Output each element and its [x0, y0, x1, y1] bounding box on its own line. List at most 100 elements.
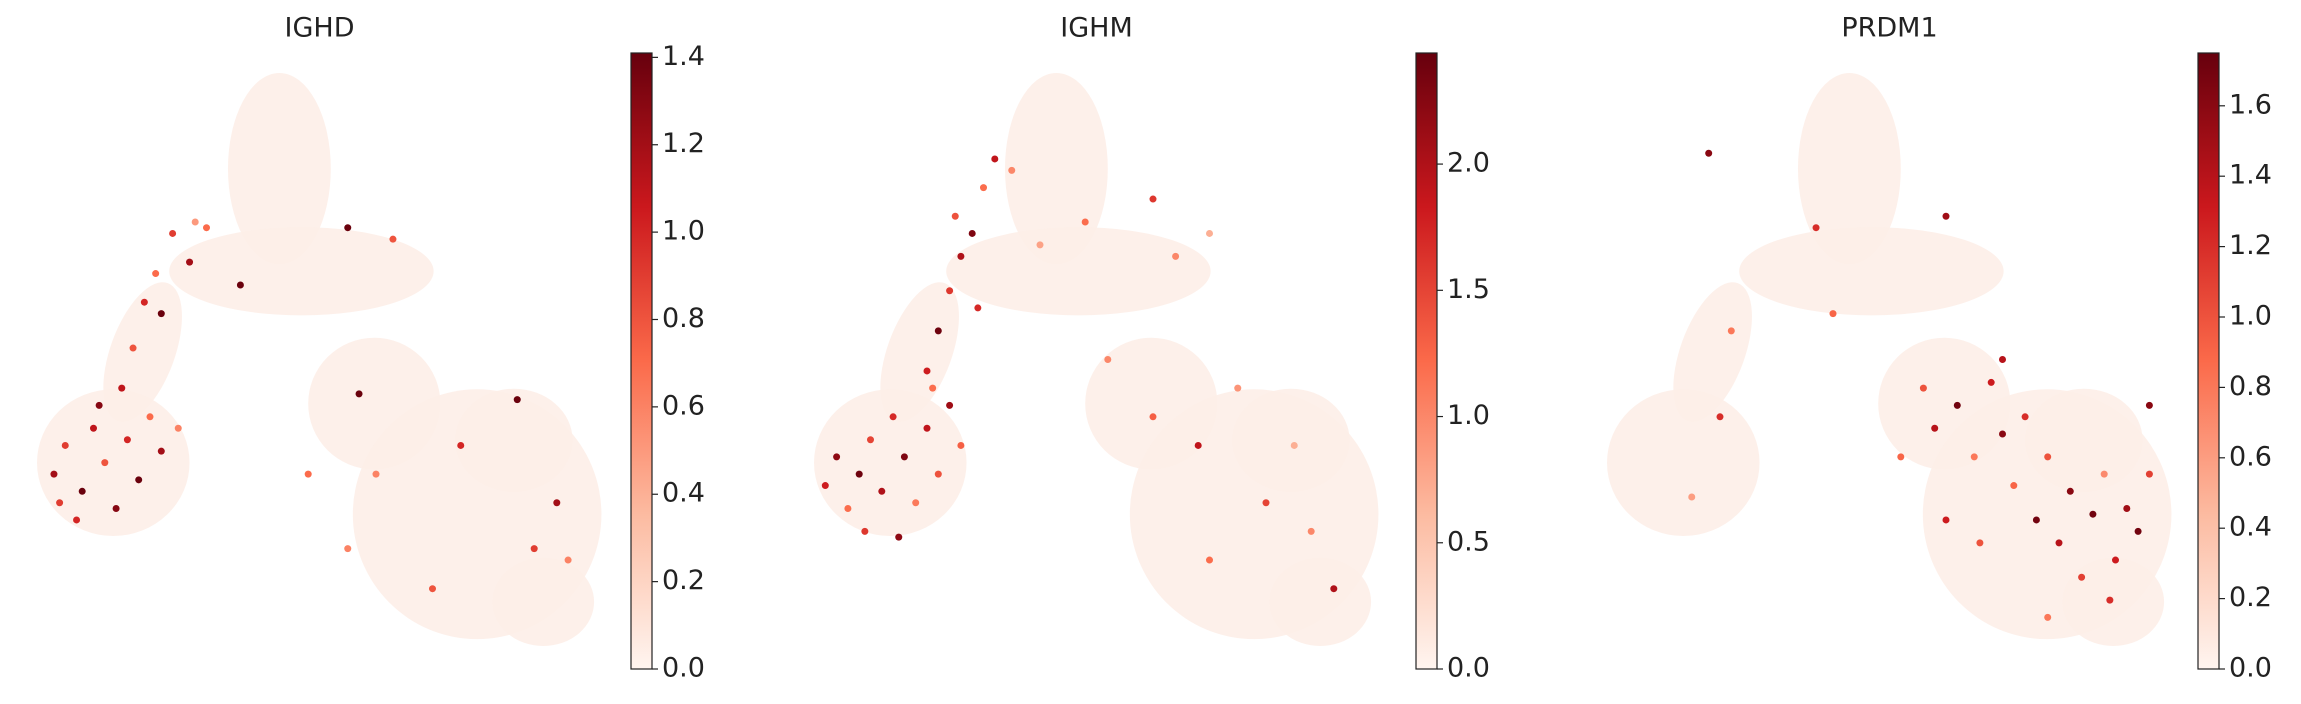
cell-point: [140, 298, 148, 306]
cell-point: [923, 367, 931, 375]
cell-point: [912, 499, 920, 507]
colorbar-tick-label: 1.0: [2229, 301, 2272, 332]
cell-point: [2145, 470, 2153, 478]
cell-cloud: [1797, 72, 1901, 265]
cell-point: [2055, 539, 2063, 547]
cell-point: [1812, 224, 1820, 232]
cell-point: [1716, 413, 1724, 421]
colorbar: [2197, 52, 2220, 670]
colorbar-tick-label: 1.4: [662, 41, 705, 72]
cell-cloud: [880, 282, 959, 422]
cell-point: [73, 516, 81, 524]
cell-point: [2134, 527, 2142, 535]
cell-point: [1942, 212, 1950, 220]
cell-point: [855, 470, 863, 478]
cell-point: [61, 441, 69, 449]
cell-point: [2089, 510, 2097, 518]
colorbar-tick-label: 1.5: [1447, 274, 1490, 305]
cell-point: [1290, 441, 1298, 449]
cell-point: [2066, 487, 2074, 495]
cell-point: [2021, 413, 2029, 421]
cell-point: [1953, 401, 1961, 409]
cell-point: [564, 556, 572, 564]
cell-cloud: [946, 227, 1211, 316]
cell-point: [951, 212, 959, 220]
colorbar-tick-label: 0.2: [2229, 582, 2272, 613]
cell-point: [2106, 596, 2114, 604]
cell-cloud: [492, 557, 595, 647]
cell-point: [344, 545, 352, 553]
colorbar-tick-label: 0.8: [2229, 371, 2272, 402]
cell-point: [1081, 218, 1089, 226]
cell-point: [135, 476, 143, 484]
panel-title: IGHD: [285, 13, 355, 44]
colorbar-tick-label: 0.0: [662, 653, 705, 684]
colorbar-tick-label: 0.0: [2229, 653, 2272, 684]
cell-point: [2112, 556, 2119, 564]
cell-point: [344, 224, 352, 232]
cell-point: [1149, 413, 1157, 421]
cell-point: [95, 401, 103, 409]
colorbar-tick-label: 1.2: [662, 128, 705, 159]
cell-point: [867, 436, 874, 444]
colorbar-tick-label: 0.4: [662, 478, 705, 509]
colorbar-tick-label: 0.0: [1447, 653, 1490, 684]
colorbar-tick-label: 1.2: [2229, 230, 2272, 261]
cell-point: [1688, 493, 1696, 501]
cell-point: [169, 229, 177, 237]
cell-point: [1262, 499, 1270, 507]
cell-point: [123, 436, 131, 444]
cell-point: [1206, 229, 1213, 237]
colorbar-tick-label: 0.2: [662, 565, 705, 596]
colorbar-tick-label: 0.5: [1447, 526, 1490, 557]
cell-point: [146, 413, 154, 421]
cell-cloud: [1739, 227, 2004, 316]
cell-point: [991, 155, 999, 163]
cell-point: [934, 470, 942, 478]
colorbar-tick-label: 1.0: [662, 216, 705, 247]
cell-point: [101, 459, 109, 467]
cell-cloud: [2062, 557, 2165, 647]
cell-point: [1036, 241, 1044, 249]
cell-point: [844, 504, 852, 512]
cell-point: [2100, 470, 2108, 478]
cell-point: [2123, 504, 2131, 512]
cell-point: [946, 401, 954, 409]
cell-point: [186, 258, 194, 266]
cell-point: [1919, 384, 1927, 392]
cell-point: [174, 424, 182, 432]
cell-point: [1008, 166, 1016, 174]
panel-title: PRDM1: [1841, 13, 1937, 44]
cell-point: [1970, 453, 1978, 461]
cell-point: [1999, 430, 2006, 438]
cell-point: [1234, 384, 1242, 392]
cell-point: [2145, 401, 2153, 409]
cell-point: [895, 533, 903, 541]
colorbar-tick-label: 0.6: [662, 390, 705, 421]
colorbar-tick-label: 1.0: [1447, 400, 1490, 431]
cell-point: [553, 499, 561, 507]
cell-point: [355, 390, 363, 398]
cell-point: [191, 218, 199, 226]
colorbar-tick-label: 0.6: [2229, 441, 2272, 472]
cell-point: [1829, 310, 1837, 318]
cell-point: [957, 441, 965, 449]
cell-cloud: [1673, 282, 1752, 422]
cell-cloud: [1004, 72, 1108, 265]
cell-cloud: [1232, 388, 1350, 492]
cell-cloud: [814, 389, 967, 536]
cell-cloud: [1269, 557, 1372, 647]
cell-cloud: [37, 389, 190, 536]
cell-point: [1931, 424, 1939, 432]
cell-point: [1999, 356, 2006, 363]
cell-point: [429, 585, 436, 593]
colorbar-tick-label: 2.0: [1447, 148, 1490, 179]
cell-point: [957, 252, 965, 260]
cell-point: [2010, 482, 2018, 490]
cell-point: [530, 545, 538, 553]
cell-point: [457, 441, 465, 449]
cell-point: [2078, 573, 2086, 581]
cell-point: [129, 344, 137, 352]
cell-point: [833, 453, 841, 461]
cell-point: [1104, 356, 1112, 363]
